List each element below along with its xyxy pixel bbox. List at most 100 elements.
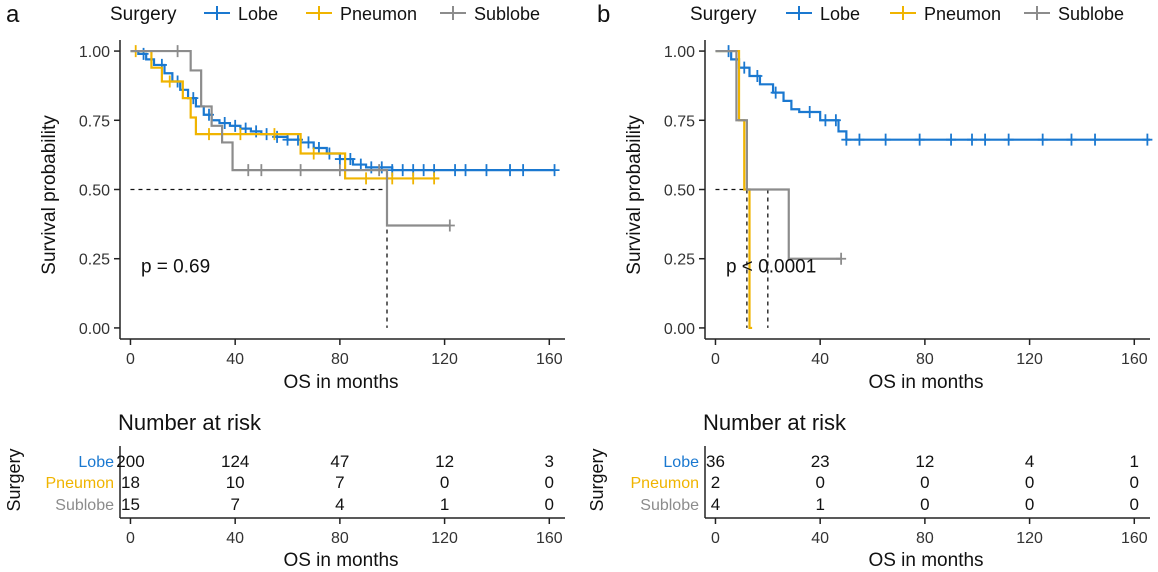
y-tick-label-b: 1.00 (664, 44, 695, 61)
legend-label-b-lobe: Lobe (820, 4, 860, 24)
legend-b: Surgery Lobe Pneumon Sublobe (690, 4, 1124, 25)
legend-label-b-pneumon: Pneumon (924, 4, 1001, 24)
risk-x-ticks-b: 0 40 80 120 160 (711, 518, 1148, 547)
risk-x-tick-label-b: 120 (1016, 530, 1043, 547)
risk-count-b-sublobe: 0 (1025, 495, 1034, 514)
censor-mark-b-lobe (1142, 133, 1153, 146)
p-value-b: p < 0.0001 (726, 257, 816, 278)
legend-key-a-sublobe (440, 6, 466, 20)
risk-count-a-pneumon: 10 (226, 473, 245, 492)
risk-x-tick-label-b: 160 (1121, 530, 1148, 547)
legend-label-a-sublobe: Sublobe (474, 4, 540, 24)
risk-table-title-a: Number at risk (118, 410, 262, 435)
x-tick-label-b: 40 (811, 351, 829, 368)
risk-count-b-pneumon: 0 (920, 473, 929, 492)
y-tick-label-a: 0.50 (79, 183, 110, 200)
censor-mark-b-lobe (967, 133, 977, 146)
censor-mark-b-lobe (739, 61, 750, 74)
censor-mark-a-lobe (460, 164, 471, 177)
risk-count-a-pneumon: 0 (545, 473, 554, 492)
censor-mark-a-pneumon (308, 147, 319, 160)
censor-mark-b-lobe (1066, 133, 1077, 146)
curve-b-pneumon (715, 49, 753, 330)
curve-a-pneumon (130, 49, 440, 180)
x-tick-label-b: 120 (1016, 351, 1043, 368)
censor-mark-a-pneumon (429, 172, 440, 185)
censor-mark-a-lobe (251, 125, 262, 138)
risk-count-b-pneumon: 0 (1130, 473, 1139, 492)
risk-x-tick-label-a: 120 (431, 530, 458, 547)
censor-mark-b-lobe (980, 133, 991, 146)
risk-count-b-lobe: 1 (1130, 452, 1139, 471)
x-tick-label-a: 160 (536, 351, 563, 368)
risk-x-tick-label-b: 0 (711, 530, 720, 547)
risk-count-b-pneumon: 2 (711, 473, 720, 492)
x-ticks-a: 0 40 80 120 160 (126, 339, 563, 368)
censor-mark-b-sublobe (836, 252, 847, 265)
risk-count-a-pneumon: 18 (121, 473, 140, 492)
legend-label-b-sublobe: Sublobe (1058, 4, 1124, 24)
risk-count-a-pneumon: 7 (335, 473, 344, 492)
censor-mark-b-lobe (946, 133, 957, 146)
y-tick-label-b: 0.25 (664, 252, 695, 269)
risk-count-b-sublobe: 4 (711, 495, 720, 514)
censor-mark-b-lobe (804, 105, 815, 118)
legend-key-b-sublobe (1024, 6, 1050, 20)
censor-mark-a-lobe (418, 164, 429, 177)
y-tick-label-b: 0.00 (664, 321, 695, 338)
censor-mark-a-lobe (366, 161, 377, 174)
risk-count-a-lobe: 3 (545, 452, 554, 471)
censor-mark-a-pneumon (361, 172, 372, 185)
risk-count-b-sublobe: 0 (1130, 495, 1139, 514)
censor-mark-a-lobe (345, 153, 356, 166)
survival-curves-b (715, 45, 1153, 330)
y-tick-label-a: 0.25 (79, 252, 110, 269)
risk-row-label-a-pneumon: Pneumon (46, 475, 115, 492)
censor-mark-a-pneumon (408, 172, 419, 185)
y-axis-label-b: Survival probability (624, 115, 645, 275)
risk-table-b: Lobe 36 23 12 4 1 Pneumon 2 0 0 0 0 Sublobe 4 1 0 0 0 (631, 452, 1140, 514)
censor-mark-a-pneumon (387, 172, 398, 185)
y-tick-label-b: 0.75 (664, 113, 695, 130)
censor-mark-b-lobe (841, 133, 852, 146)
legend-label-a-pneumon: Pneumon (340, 4, 417, 24)
censor-mark-b-lobe (1090, 133, 1101, 146)
risk-row-label-a-sublobe: Sublobe (55, 497, 114, 514)
censor-mark-a-lobe (282, 133, 293, 146)
legend-key-b-lobe (786, 6, 812, 20)
x-tick-label-a: 0 (126, 351, 135, 368)
risk-count-a-sublobe: 7 (230, 495, 239, 514)
risk-count-b-pneumon: 0 (1025, 473, 1034, 492)
censor-mark-b-lobe (1003, 133, 1014, 146)
censor-mark-a-sublobe (172, 45, 183, 58)
censor-mark-a-lobe (230, 119, 241, 132)
panel-label-b: b (597, 1, 610, 28)
risk-x-tick-label-a: 80 (331, 530, 349, 547)
risk-row-label-b-lobe: Lobe (663, 454, 699, 471)
censor-mark-a-lobe (334, 153, 345, 166)
risk-x-tick-label-a: 160 (536, 530, 563, 547)
curve-a-sublobe (130, 49, 450, 227)
risk-table-xlabel-b: OS in months (868, 550, 983, 571)
risk-table-ylabel-a: Surgery (4, 448, 24, 511)
censor-mark-a-lobe (518, 164, 529, 177)
legend-key-b-pneumon (890, 6, 916, 20)
x-axis-label-a: OS in months (283, 372, 398, 393)
risk-count-b-pneumon: 0 (815, 473, 824, 492)
y-ticks-b: 0.00 0.25 0.50 0.75 1.00 (664, 44, 705, 338)
risk-count-b-sublobe: 1 (815, 495, 824, 514)
censor-mark-b-lobe (752, 69, 763, 82)
risk-count-a-sublobe: 0 (545, 495, 554, 514)
risk-row-label-b-sublobe: Sublobe (640, 497, 699, 514)
risk-count-b-lobe: 4 (1025, 452, 1034, 471)
censor-mark-b-lobe (770, 86, 781, 99)
censor-mark-b-lobe (820, 114, 831, 127)
risk-count-a-lobe: 47 (330, 452, 349, 471)
censor-mark-a-sublobe (444, 219, 455, 232)
risk-x-tick-label-b: 40 (811, 530, 829, 547)
risk-count-b-lobe: 12 (915, 452, 934, 471)
censor-mark-a-lobe (240, 122, 251, 135)
panel-b: b Surgery Lobe Pneumon Sublobe 0.00 0.25 0… (587, 1, 1153, 571)
